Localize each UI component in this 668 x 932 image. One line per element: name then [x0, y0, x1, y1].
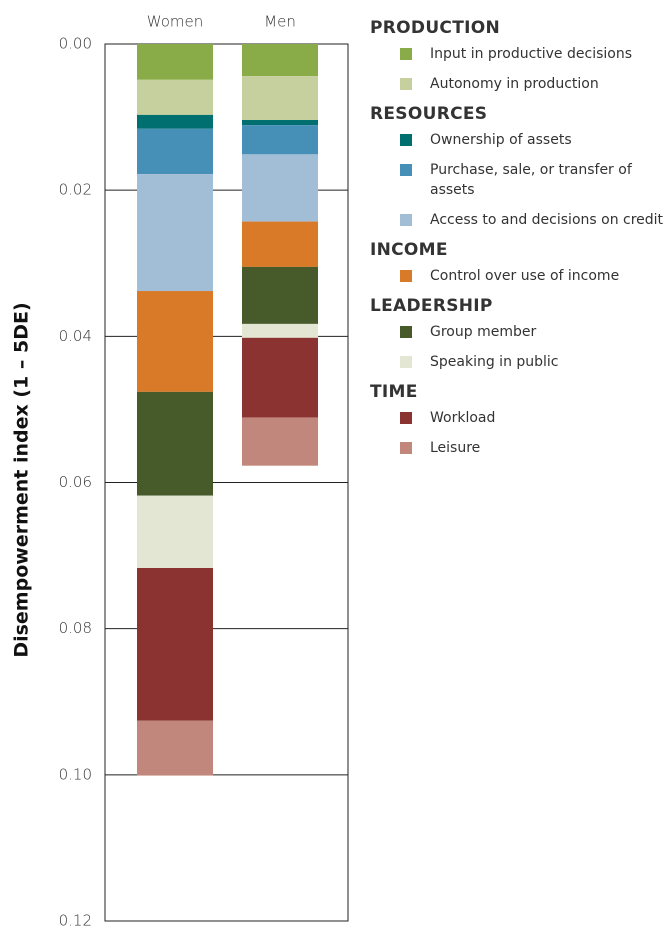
bar-segment [137, 568, 213, 721]
legend-label: Group member [430, 324, 537, 340]
bar-segment [137, 174, 213, 292]
legend-item: Leisure [370, 438, 666, 458]
bar-segment [137, 114, 213, 129]
legend-item: Group member [370, 322, 666, 342]
bar-segment [242, 266, 318, 324]
legend-item: Input in productive decisions [370, 44, 666, 64]
bar-segment [242, 76, 318, 121]
legend-group-title: LEADERSHIP [370, 296, 493, 316]
legend-item: Speaking in public [370, 352, 666, 372]
bar-segment [242, 417, 318, 466]
bar-segment [242, 154, 318, 222]
legend-group-title: INCOME [370, 240, 448, 260]
bar-segment [242, 337, 318, 418]
bar-segment [242, 44, 318, 77]
legend-group-title: RESOURCES [370, 104, 488, 124]
legend-swatch [400, 164, 412, 176]
legend-group-title: TIME [370, 382, 418, 402]
y-tick-label: 0.06 [59, 473, 92, 491]
legend-item: Workload [370, 408, 666, 428]
bar-segment [242, 120, 318, 126]
bar-segment [242, 125, 318, 155]
y-tick-label: 0.10 [59, 765, 92, 783]
y-tick-label: 0.00 [59, 35, 92, 53]
legend-label: Workload [430, 410, 496, 426]
bar-segment [137, 720, 213, 776]
legend-label: Control over use of income [430, 268, 620, 284]
bar-segment [137, 391, 213, 496]
legend-item: Access to and decisions on credit [370, 210, 666, 230]
legend-label: Leisure [430, 440, 481, 456]
legend-swatch [400, 326, 412, 338]
legend-swatch [400, 442, 412, 454]
y-tick-label: 0.12 [59, 912, 92, 930]
legend-label: Access to and decisions on credit [430, 212, 664, 228]
x-tick-label: Men [264, 13, 296, 31]
y-tick-label: 0.04 [59, 327, 92, 345]
plot-frame [104, 43, 349, 922]
bar-segment [137, 128, 213, 175]
legend-item: Ownership of assets [370, 130, 666, 150]
bar-segment [242, 323, 318, 338]
legend-group-title: PRODUCTION [370, 18, 500, 38]
legend-label: Autonomy in production [430, 76, 599, 92]
bar-segment [137, 44, 213, 80]
legend: PRODUCTION Input in productive decisions A… [370, 8, 666, 468]
x-tick-label: Women [147, 13, 203, 31]
legend-label: Speaking in public [430, 354, 559, 370]
legend-swatch [400, 214, 412, 226]
y-tick-label: 0.08 [59, 619, 92, 637]
legend-item: Purchase, sale, or transfer of assets [370, 160, 666, 200]
bar-segment [242, 221, 318, 267]
legend-swatch [400, 78, 412, 90]
bar-segment [137, 291, 213, 392]
legend-item: Autonomy in production [370, 74, 666, 94]
legend-label: Ownership of assets [430, 132, 572, 148]
legend-swatch [400, 412, 412, 424]
bar-segment [137, 495, 213, 569]
y-tick-label: 0.02 [59, 181, 92, 199]
legend-swatch [400, 356, 412, 368]
legend-swatch [400, 134, 412, 146]
legend-swatch [400, 270, 412, 282]
legend-label: Input in productive decisions [430, 46, 633, 62]
legend-swatch [400, 48, 412, 60]
y-axis-label: Disempowerment index (1 – 5DE) [11, 302, 33, 657]
legend-label: Purchase, sale, or transfer of assets [430, 162, 632, 198]
bar-segment [137, 79, 213, 115]
legend-item: Control over use of income [370, 266, 666, 286]
